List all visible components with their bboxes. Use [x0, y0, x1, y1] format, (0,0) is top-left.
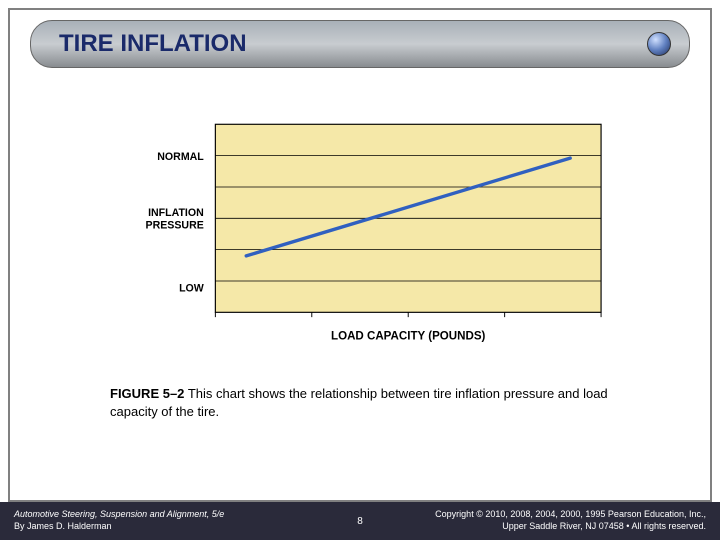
title-bar: TIRE INFLATION: [30, 20, 690, 68]
chart-svg: NORMAL INFLATIONPRESSURE LOW LOAD CAPACITY …: [90, 110, 630, 370]
svg-text:PRESSURE: PRESSURE: [146, 219, 204, 231]
author-line: By James D. Halderman: [14, 521, 224, 533]
footer-right: Copyright © 2010, 2008, 2004, 2000, 1995…: [435, 509, 706, 532]
figure-label: FIGURE 5–2: [110, 386, 184, 401]
svg-text:NORMAL: NORMAL: [157, 151, 204, 163]
copyright-line-1: Copyright © 2010, 2008, 2004, 2000, 1995…: [435, 509, 706, 521]
figure-text: This chart shows the relationship betwee…: [110, 386, 608, 419]
footer: Automotive Steering, Suspension and Alig…: [0, 502, 720, 540]
copyright-line-2: Upper Saddle River, NJ 07458 • All right…: [435, 521, 706, 533]
svg-text:LOAD CAPACITY (POUNDS): LOAD CAPACITY (POUNDS): [331, 330, 486, 342]
chart-container: NORMAL INFLATIONPRESSURE LOW LOAD CAPACITY …: [90, 110, 630, 370]
figure-caption: FIGURE 5–2 This chart shows the relation…: [110, 385, 630, 420]
book-title: Automotive Steering, Suspension and Alig…: [14, 509, 224, 521]
svg-text:LOW: LOW: [179, 283, 204, 295]
slide-title: TIRE INFLATION: [59, 30, 247, 58]
page-number: 8: [357, 516, 363, 527]
slide-frame: TIRE INFLATION NORMAL INFLATIONPRESSURE LO…: [8, 8, 712, 502]
footer-left: Automotive Steering, Suspension and Alig…: [0, 509, 224, 532]
svg-text:INFLATION: INFLATION: [148, 207, 204, 219]
